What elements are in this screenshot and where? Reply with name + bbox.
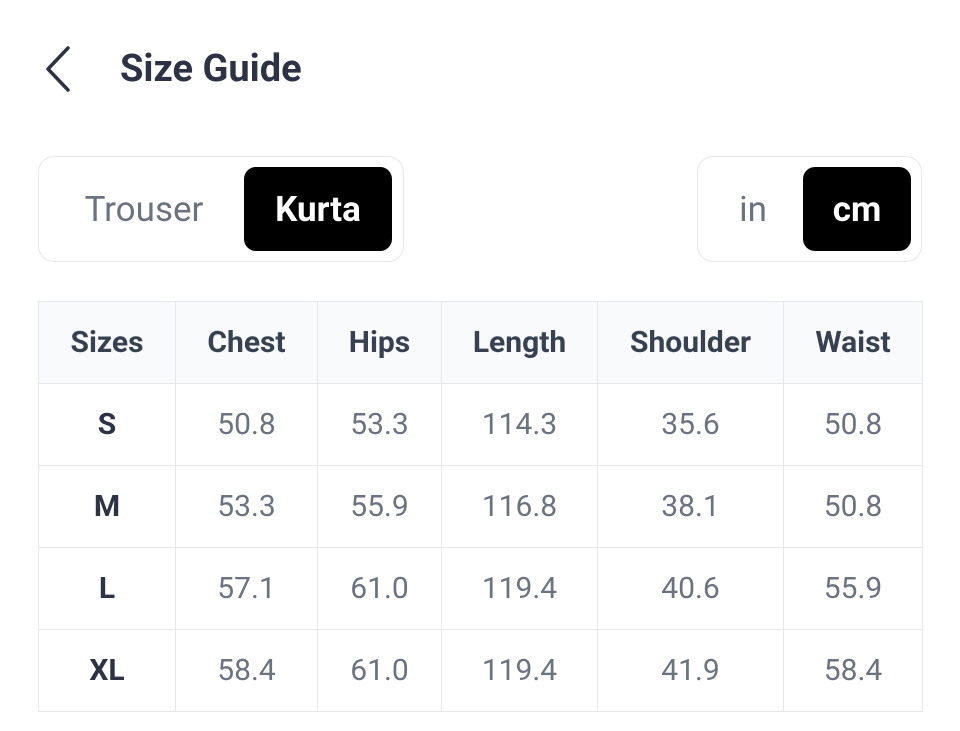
- measurement: 58.4: [175, 629, 318, 712]
- measurement: 38.1: [597, 465, 784, 548]
- measurement: 35.6: [597, 383, 784, 466]
- column-header: Sizes: [38, 301, 176, 384]
- table-row: L 57.1 61.0 119.4 40.6 55.9: [38, 547, 923, 630]
- size-label: XL: [38, 629, 176, 712]
- measurement: 61.0: [317, 629, 442, 712]
- column-header: Chest: [175, 301, 318, 384]
- column-header: Waist: [783, 301, 923, 384]
- size-label: S: [38, 383, 176, 466]
- size-label: M: [38, 465, 176, 548]
- measurement: 119.4: [441, 547, 598, 630]
- header-row: Sizes Chest Hips Length Shoulder Waist: [38, 301, 923, 384]
- measurement: 116.8: [441, 465, 598, 548]
- measurement: 50.8: [175, 383, 318, 466]
- measurement: 50.8: [783, 465, 923, 548]
- measurement: 53.3: [317, 383, 442, 466]
- back-chevron: [46, 46, 70, 92]
- measurement: 119.4: [441, 629, 598, 712]
- column-header: Length: [441, 301, 598, 384]
- table-row: M 53.3 55.9 116.8 38.1 50.8: [38, 465, 923, 548]
- column-header: Hips: [317, 301, 442, 384]
- measurement: 55.9: [783, 547, 923, 630]
- measurement: 41.9: [597, 629, 784, 712]
- measurement: 50.8: [783, 383, 923, 466]
- toggle-option[interactable]: in: [739, 188, 767, 230]
- size-table: Sizes Chest Hips Length Shoulder Waist S 50.8 53…: [38, 301, 923, 712]
- back-button[interactable]: [38, 44, 78, 94]
- toggle-option[interactable]: cm: [803, 167, 911, 251]
- unit-toggle: in cm: [697, 156, 922, 262]
- measurement: 55.9: [317, 465, 442, 548]
- table-row: XL 58.4 61.0 119.4 41.9 58.4: [38, 629, 923, 712]
- size-label: L: [38, 547, 176, 630]
- measurement: 58.4: [783, 629, 923, 712]
- measurement: 114.3: [441, 383, 598, 466]
- column-header: Shoulder: [597, 301, 784, 384]
- toggle-option[interactable]: Kurta: [244, 167, 392, 251]
- measurement: 61.0: [317, 547, 442, 630]
- page-title: Size Guide: [120, 47, 302, 91]
- measurement: 57.1: [175, 547, 318, 630]
- measurement: 40.6: [597, 547, 784, 630]
- table-row: S 50.8 53.3 114.3 35.6 50.8: [38, 383, 923, 466]
- garment-toggle: Trouser Kurta: [38, 156, 404, 262]
- measurement: 53.3: [175, 465, 318, 548]
- toggle-option[interactable]: Trouser: [84, 188, 204, 230]
